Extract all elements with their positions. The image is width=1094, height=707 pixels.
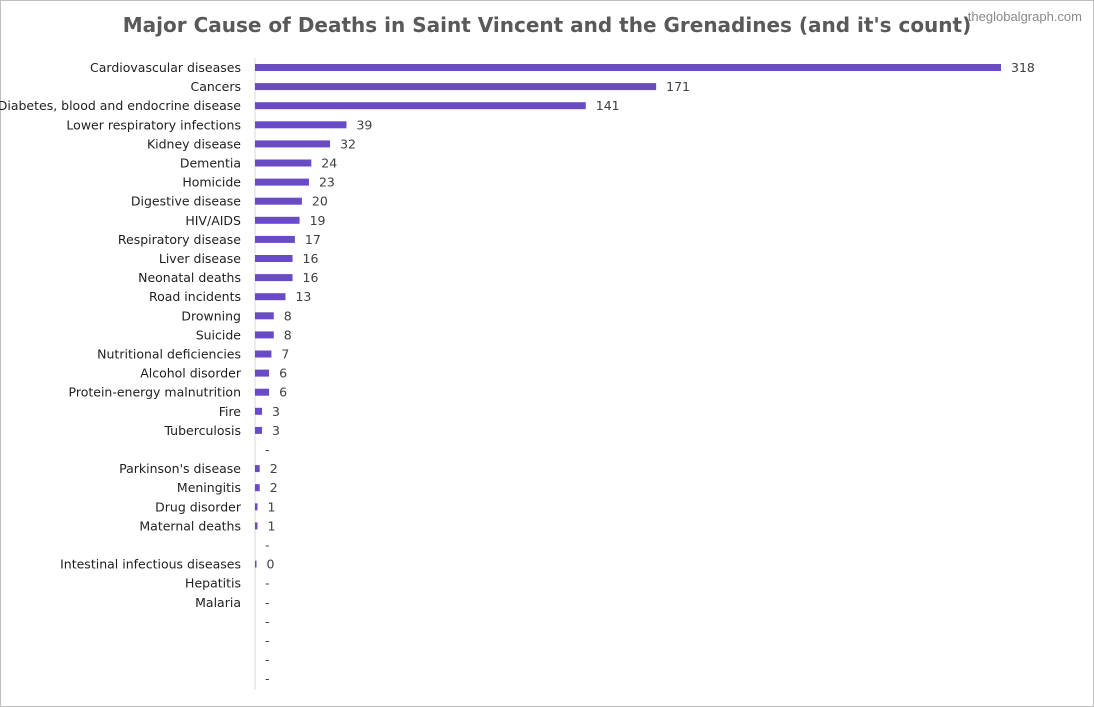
category-label: Dementia xyxy=(180,156,241,171)
bar xyxy=(255,426,263,434)
category-label: Lower respiratory infections xyxy=(66,117,241,132)
bar xyxy=(255,178,309,186)
data-label: 2 xyxy=(270,480,278,495)
category-label: Alcohol disorder xyxy=(140,366,242,381)
category-label: Homicide xyxy=(182,175,241,190)
category-label: Hepatitis xyxy=(185,576,241,591)
category-label: Malaria xyxy=(195,595,241,610)
data-label: 8 xyxy=(284,327,292,342)
bar xyxy=(255,235,295,243)
category-label: Suicide xyxy=(196,327,242,342)
data-label: - xyxy=(265,614,270,629)
data-label: - xyxy=(265,652,270,667)
bar xyxy=(255,197,302,205)
category-label: Diabetes, blood and endocrine disease xyxy=(0,98,241,113)
data-label: - xyxy=(265,595,270,610)
category-label: Maternal deaths xyxy=(139,518,241,533)
bar xyxy=(255,293,286,301)
data-label: 141 xyxy=(596,98,620,113)
category-label: Neonatal deaths xyxy=(138,270,241,285)
data-label: 13 xyxy=(295,289,311,304)
category-label: Cancers xyxy=(190,79,241,94)
category-label: Respiratory disease xyxy=(118,232,241,247)
category-label: Fire xyxy=(219,404,242,419)
bar xyxy=(255,83,657,91)
bar xyxy=(255,407,263,415)
data-label: 1 xyxy=(268,518,276,533)
data-label: 20 xyxy=(312,194,328,209)
category-label: HIV/AIDS xyxy=(185,213,241,228)
bar xyxy=(255,140,331,148)
data-label: - xyxy=(265,671,270,686)
data-label: 19 xyxy=(310,213,326,228)
data-label: 32 xyxy=(340,136,356,151)
data-label: - xyxy=(265,633,270,648)
category-label: Parkinson's disease xyxy=(119,461,241,476)
bar xyxy=(255,331,274,339)
data-label: 2 xyxy=(270,461,278,476)
chart-title: Major Cause of Deaths in Saint Vincent a… xyxy=(122,13,972,37)
data-label: 16 xyxy=(303,270,319,285)
data-label: 0 xyxy=(267,557,275,572)
bar xyxy=(255,522,258,530)
category-label: Meningitis xyxy=(177,480,241,495)
data-label: 171 xyxy=(666,79,690,94)
category-label: Drug disorder xyxy=(155,499,242,514)
bar xyxy=(255,159,312,167)
bar xyxy=(255,350,272,358)
data-label: 318 xyxy=(1011,60,1035,75)
bar xyxy=(255,216,300,224)
bar xyxy=(255,312,274,320)
category-label: Digestive disease xyxy=(131,194,241,209)
bar xyxy=(255,560,257,568)
category-label: Road incidents xyxy=(149,289,241,304)
data-label: 17 xyxy=(305,232,321,247)
data-label: 6 xyxy=(279,366,287,381)
data-label: 24 xyxy=(321,156,337,171)
category-label: Nutritional deficiencies xyxy=(97,347,241,362)
bar xyxy=(255,503,258,511)
category-label: Protein-energy malnutrition xyxy=(69,385,241,400)
category-label: Tuberculosis xyxy=(163,423,241,438)
category-label: Kidney disease xyxy=(147,136,241,151)
data-label: 3 xyxy=(272,423,280,438)
bar xyxy=(255,121,347,129)
watermark: theglobalgraph.com xyxy=(967,9,1082,24)
data-label: - xyxy=(265,538,270,553)
bar xyxy=(255,465,260,473)
bar xyxy=(255,102,586,110)
data-label: 16 xyxy=(303,251,319,266)
data-label: 8 xyxy=(284,308,292,323)
bar xyxy=(255,388,270,396)
bar xyxy=(255,484,260,492)
bar xyxy=(255,274,293,282)
data-label: 3 xyxy=(272,404,280,419)
data-label: 6 xyxy=(279,385,287,400)
category-label: Cardiovascular diseases xyxy=(90,60,241,75)
category-label: Intestinal infectious diseases xyxy=(60,557,241,572)
data-label: 23 xyxy=(319,175,335,190)
data-label: - xyxy=(265,442,270,457)
bar xyxy=(255,369,270,377)
data-label: - xyxy=(265,576,270,591)
bar xyxy=(255,64,1001,71)
data-label: 39 xyxy=(356,117,372,132)
data-label: 7 xyxy=(281,347,289,362)
category-label: Drowning xyxy=(181,308,241,323)
data-label: 1 xyxy=(268,499,276,514)
bar xyxy=(255,255,293,262)
category-label: Liver disease xyxy=(159,251,241,266)
